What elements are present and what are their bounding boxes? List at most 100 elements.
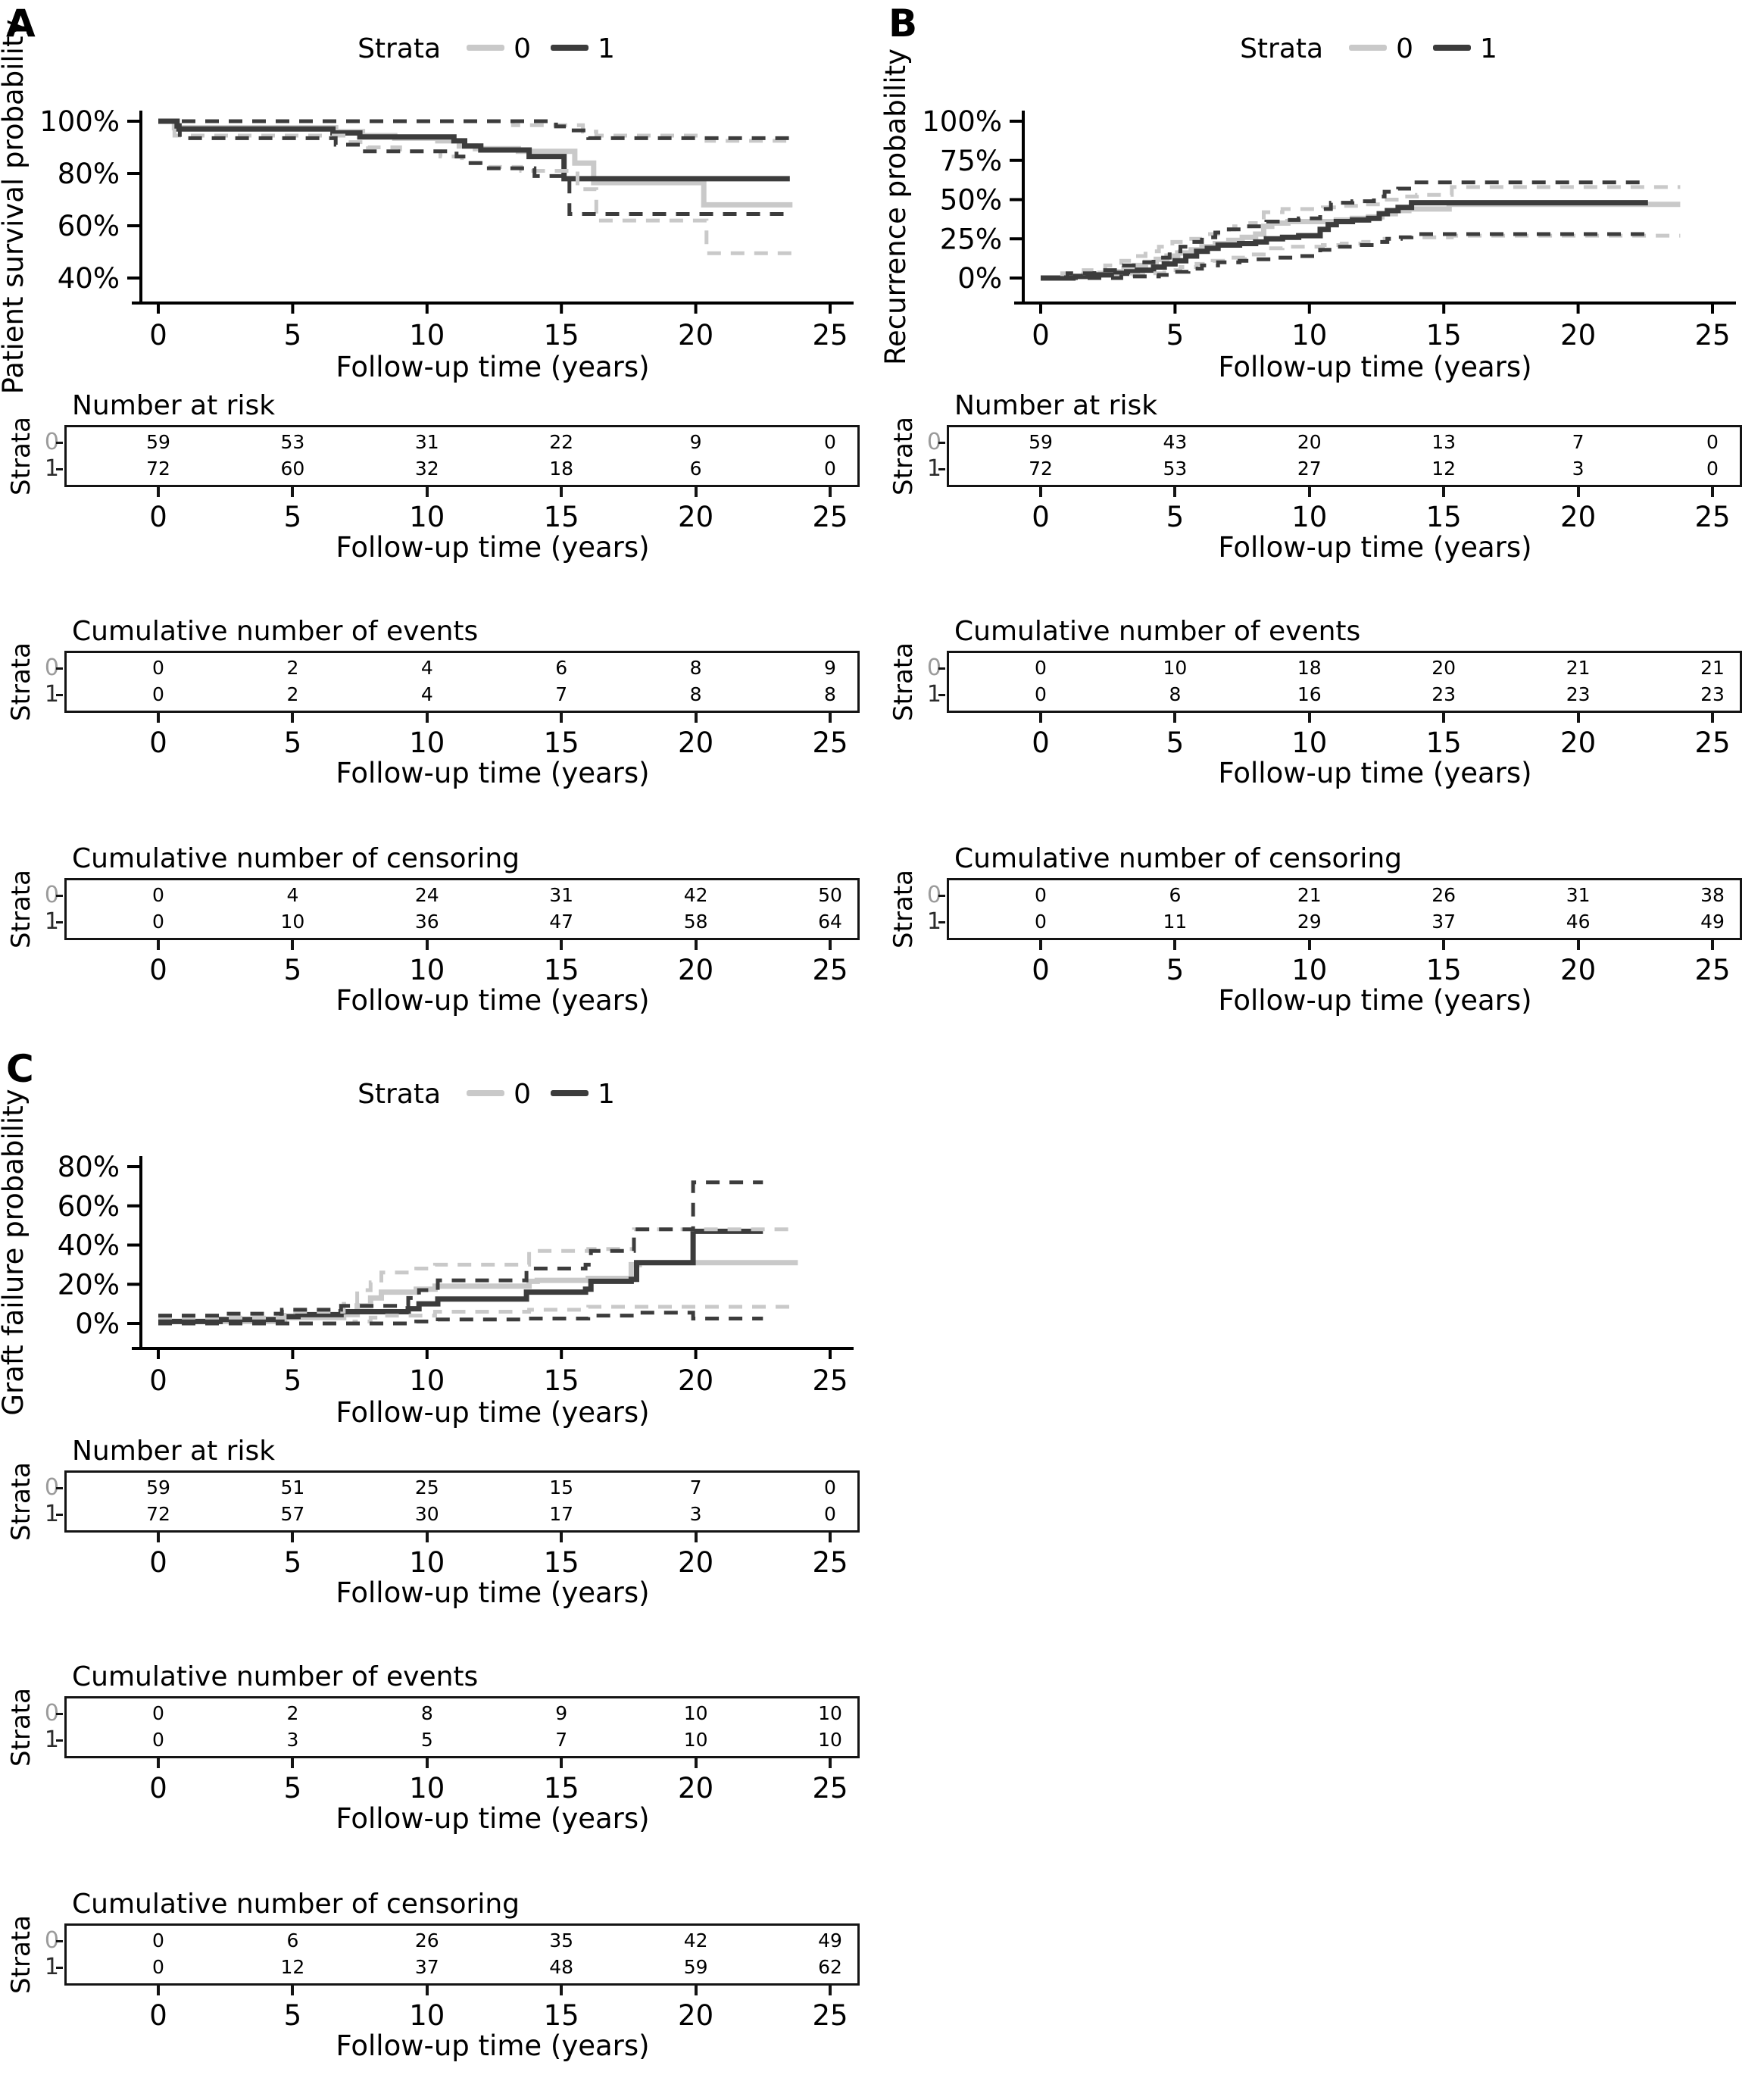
table-title: Number at risk (954, 390, 1158, 421)
legend-title: Strata (357, 33, 442, 64)
table-value: 58 (683, 911, 708, 933)
y-tick-label: 0% (75, 1308, 120, 1340)
strata-row-tick (56, 468, 63, 470)
strata-row-label-0: 0 (44, 1927, 59, 1954)
y-tick-label: 100% (922, 105, 1002, 138)
series-stratum-0-upper-ci (1041, 185, 1681, 280)
x-tick-label: 25 (812, 727, 848, 759)
strata-row-tick (938, 442, 945, 444)
strata-legend: Strata 0 1 (882, 33, 1764, 64)
x-tick-label: 0 (1032, 319, 1050, 352)
x-tick-label: 20 (678, 319, 713, 352)
x-tick (291, 713, 295, 723)
x-tick-label: 25 (812, 319, 848, 352)
table-box (947, 651, 1742, 713)
x-tick (291, 1986, 295, 1995)
x-tick (1307, 940, 1311, 950)
x-tick-label: 20 (678, 727, 714, 759)
table-value: 13 (1431, 431, 1456, 453)
panel-a-patient-survival: A Strata 0 1 100% 80% 60% 40% 0 5 10 15 20 25 Follow… (0, 0, 882, 1017)
table-block-number-at-risk: Number at risk Strata 0 59 51 25 15 7 0 1 72 57 30 17… (0, 1436, 882, 1625)
x-tick-label: 0 (149, 1772, 167, 1805)
strata-row-label-1: 1 (44, 455, 59, 482)
x-tick (291, 1758, 295, 1768)
table-value: 57 (280, 1503, 305, 1525)
table-value: 43 (1163, 431, 1188, 453)
table-value: 32 (414, 458, 439, 480)
x-tick-label: 15 (1425, 501, 1462, 533)
x-tick-label: 5 (1166, 319, 1185, 352)
panel-c-graft-failure: C Strata 0 1 80% 60% 40% 20% 0% 0 5 10 15 20 25 Follo… (0, 1045, 882, 2063)
x-tick-label: 20 (678, 1772, 714, 1805)
x-tick-label: 20 (678, 1999, 714, 2032)
table-value: 0 (824, 458, 836, 480)
x-tick-label: 15 (543, 501, 579, 533)
series-stratum-1-lower-ci (1041, 232, 1648, 280)
x-tick (1307, 713, 1311, 723)
x-tick-label: 25 (812, 1546, 848, 1579)
x-tick-label: 0 (149, 1999, 167, 2032)
y-axis-title: Patient survival probability (0, 20, 30, 395)
table-value: 0 (152, 1729, 164, 1751)
strata-row-label-1: 1 (44, 1954, 59, 1980)
table-value: 0 (824, 1476, 836, 1498)
x-tick (291, 940, 295, 950)
x-tick-label: 20 (1560, 954, 1597, 986)
strata-row-tick (56, 1940, 63, 1942)
strata-row-label-0: 0 (44, 1700, 59, 1726)
strata-row-label-1: 1 (44, 1726, 59, 1753)
strata-row-label-1: 1 (44, 681, 59, 708)
x-tick-label: 0 (149, 319, 167, 352)
x-tick-label: 25 (812, 501, 848, 533)
x-tick (694, 1758, 698, 1768)
x-tick-label: 0 (149, 1364, 167, 1397)
table-value: 23 (1700, 683, 1725, 705)
x-tick-label: 0 (1032, 501, 1050, 533)
series-stratum-0-upper-ci (158, 1227, 798, 1320)
x-axis-title: Follow-up time (years) (336, 757, 650, 789)
panel-letter-c: C (6, 1047, 34, 1091)
strata-row-tick (938, 667, 945, 670)
table-value: 16 (1297, 683, 1322, 705)
x-tick (1173, 713, 1177, 723)
x-tick (829, 1986, 832, 1995)
x-tick (1173, 487, 1177, 497)
table-box (64, 1923, 860, 1986)
table-block-cumulative-censoring: Cumulative number of censoring Strata 0 0 4 2… (0, 843, 882, 1033)
x-tick (1442, 940, 1446, 950)
strata-row-label-0: 0 (926, 655, 941, 681)
x-tick (157, 1986, 160, 1995)
x-tick-label: 0 (149, 954, 167, 986)
table-value: 6 (555, 657, 568, 679)
table-box (64, 425, 860, 487)
strata-row-label-1: 1 (926, 455, 941, 482)
x-tick (291, 487, 295, 497)
table-value: 21 (1566, 657, 1591, 679)
table-value: 42 (683, 884, 708, 906)
x-tick (425, 940, 429, 950)
x-tick (694, 487, 698, 497)
x-tick (1711, 487, 1714, 497)
x-tick-label: 5 (1166, 727, 1185, 759)
x-tick-label: 10 (1291, 319, 1327, 352)
panel-b-recurrence: B Strata 0 1 100% 75% 50% 25% 0% 0 5 10 15 20 25 Foll… (879, 0, 1764, 1017)
x-axis-title: Follow-up time (years) (1218, 757, 1532, 789)
series-stratum-1-lower-ci (158, 1311, 763, 1326)
series-stratum-1-upper-ci (1041, 180, 1648, 280)
x-axis-title: Follow-up time (years) (336, 351, 649, 383)
table-value: 38 (1700, 884, 1725, 906)
y-tick-label: 50% (940, 184, 1002, 217)
table-value: 0 (1706, 458, 1719, 480)
table-value: 48 (549, 1956, 574, 1978)
x-tick (1576, 713, 1580, 723)
x-tick-label: 5 (283, 954, 302, 986)
strata-row-tick (56, 1713, 63, 1715)
table-value: 31 (414, 431, 439, 453)
table-value: 10 (280, 911, 305, 933)
x-axis-title: Follow-up time (years) (336, 1576, 650, 1609)
strata-row-tick (56, 1487, 63, 1489)
x-axis-title: Follow-up time (years) (336, 984, 650, 1017)
x-tick-label: 25 (812, 1999, 848, 2032)
table-value: 10 (683, 1729, 708, 1751)
table-value: 18 (549, 458, 574, 480)
